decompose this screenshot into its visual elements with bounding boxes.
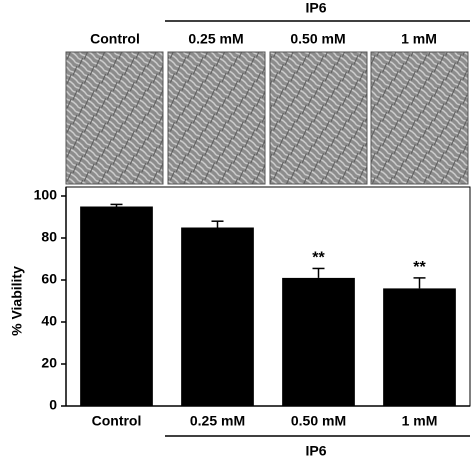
image-label: 0.50 mM <box>290 31 345 47</box>
image-label: 1 mM <box>401 31 437 47</box>
y-tick-label: 60 <box>41 271 57 287</box>
micrograph <box>269 51 368 185</box>
significance-label: ** <box>413 259 426 276</box>
y-tick-label: 0 <box>49 397 57 413</box>
bar <box>80 206 153 406</box>
group-label: IP6 <box>305 0 326 16</box>
x-tick-label: 1 mM <box>402 413 438 429</box>
bar <box>181 227 254 406</box>
x-tick-label: Control <box>92 413 142 429</box>
image-panel: IP6 Control 0.25 mM 0.50 mM 1 mM <box>65 0 470 185</box>
y-axis-label: % Viability <box>9 266 25 336</box>
x-tick-label: 0.25 mM <box>190 413 245 429</box>
image-label: 0.25 mM <box>188 31 243 47</box>
y-tick-label: 100 <box>34 187 58 203</box>
x-tick-label: 0.50 mM <box>291 413 346 429</box>
group-label: IP6 <box>305 443 326 459</box>
significance-label: ** <box>312 250 325 267</box>
micrograph <box>167 51 266 185</box>
image-label: Control <box>90 31 140 47</box>
y-tick-label: 40 <box>41 313 57 329</box>
y-tick-label: 80 <box>41 229 57 245</box>
y-tick-label: 20 <box>41 355 57 371</box>
micrograph <box>370 51 469 185</box>
bar <box>383 288 456 406</box>
bar <box>282 277 355 406</box>
micrograph <box>65 51 164 185</box>
